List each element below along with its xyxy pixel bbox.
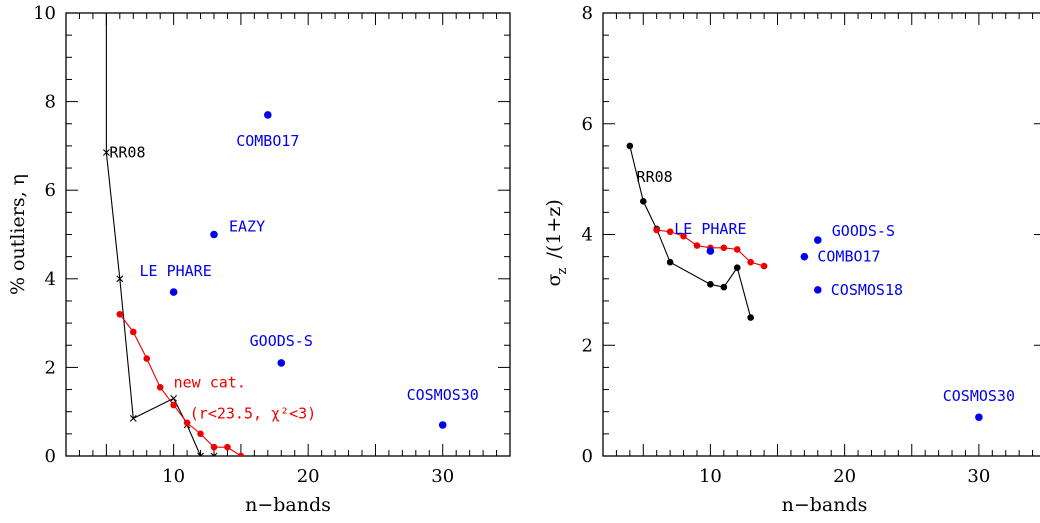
- outlier-fraction-panel: 10 20 30 0 2 4 6 8 10 COMBO17 EAZY LE PHARE GOODS-S…: [7, 3, 511, 516]
- survey-point: [975, 413, 983, 422]
- survey-label: GOODS-S: [832, 222, 895, 240]
- y-tick-label: 4: [582, 225, 593, 246]
- new-catalog-marker: [666, 228, 674, 236]
- rr08-dot-marker: [733, 264, 741, 272]
- x-tick-label: 10: [162, 466, 185, 487]
- left-y-axis-label: % outliers, η: [7, 174, 29, 295]
- y-tick-label: 10: [33, 3, 56, 24]
- rr08-annotation-left: RR08: [109, 144, 145, 162]
- left-x-axis-label: n−bands: [245, 494, 331, 516]
- rr08-cross-marker: [116, 275, 124, 283]
- y-tick-label: 0: [582, 446, 593, 467]
- y-tick-label: 8: [582, 3, 593, 24]
- new-catalog-marker: [760, 262, 768, 270]
- series-line: [105, 13, 214, 456]
- left-axis-ticks: [65, 12, 511, 457]
- right-axis-ticks: [602, 12, 1040, 457]
- survey-point: [706, 247, 715, 255]
- right-series-markers: [626, 142, 768, 321]
- new-catalog-marker: [183, 419, 191, 427]
- right-survey-points: LE PHARE GOODS-S COMBO17 COSMOS18 COSMOS30: [674, 220, 1015, 422]
- survey-label: COMBO17: [817, 248, 880, 266]
- x-tick-label: 20: [833, 466, 856, 487]
- left-survey-points: COMBO17 EAZY LE PHARE GOODS-S COSMOS30: [140, 111, 479, 429]
- y-tick-label: 2: [582, 335, 593, 356]
- rr08-dot-marker: [707, 281, 714, 288]
- new-catalog-marker: [210, 443, 218, 451]
- survey-label: LE PHARE: [140, 262, 212, 280]
- scatter-panel: 10 20 30 0 2 4 6 8 LE PHARE GOODS-S COMBO17 COSMOS…: [543, 3, 1040, 516]
- new-catalog-marker: [680, 232, 687, 240]
- new-catalog-marker: [197, 430, 204, 438]
- rr08-dot-marker: [639, 197, 647, 205]
- survey-point: [169, 288, 178, 296]
- y-tick-label: 6: [582, 114, 593, 135]
- y-tick-label: 2: [45, 357, 56, 378]
- series-line: [119, 313, 242, 456]
- x-tick-label: 20: [297, 466, 320, 487]
- survey-label: COSMOS30: [407, 386, 479, 404]
- y-tick-label: 6: [45, 180, 56, 201]
- y-tick-label: 8: [45, 92, 56, 113]
- new-catalog-marker: [653, 226, 660, 234]
- survey-point: [813, 236, 822, 244]
- new-catalog-marker: [720, 244, 728, 252]
- rr08-cross-marker: [170, 395, 178, 402]
- new-catalog-marker: [733, 246, 741, 253]
- rr08-dot-marker: [720, 283, 728, 291]
- survey-label: COSMOS18: [831, 281, 903, 299]
- x-tick-label: 10: [699, 466, 722, 487]
- rr08-cross-marker: [197, 452, 204, 456]
- new-catalog-marker: [237, 452, 245, 456]
- right-y-axis-label: σ z /(1+z): [543, 199, 570, 286]
- new-catalog-marker: [129, 328, 137, 336]
- selection-cut-annotation: (r<23.5, χ²<3): [190, 404, 316, 422]
- right-tick-labels: 10 20 30 0 2 4 6 8: [582, 3, 991, 487]
- rr08-dot-marker: [747, 314, 754, 321]
- new-catalog-marker: [747, 258, 754, 266]
- rr08-annotation-right: RR08: [637, 168, 673, 186]
- rr08-dot-marker: [666, 258, 674, 266]
- y-tick-label: 0: [45, 446, 56, 467]
- right-x-axis-label: n−bands: [782, 494, 868, 516]
- survey-point: [438, 421, 447, 429]
- new-catalog-marker: [693, 242, 701, 249]
- new-catalog-annotation: new cat.: [174, 373, 246, 391]
- left-tick-labels: 10 20 30 0 2 4 6 8 10: [33, 3, 454, 487]
- rr08-cross-marker: [210, 452, 218, 456]
- new-catalog-marker: [116, 310, 124, 318]
- survey-point: [210, 230, 218, 239]
- survey-point: [800, 252, 809, 261]
- sigma-normalisation: /(1+z): [543, 199, 565, 258]
- survey-label: LE PHARE: [674, 220, 746, 238]
- series-line: [629, 145, 752, 318]
- survey-label: GOODS-S: [250, 332, 313, 350]
- new-catalog-marker: [224, 443, 231, 451]
- rr08-cross-marker: [102, 149, 110, 156]
- new-catalog-marker: [143, 355, 151, 362]
- sigma-symbol: σ: [543, 274, 565, 287]
- x-tick-label: 30: [967, 466, 990, 487]
- rr08-dot-marker: [626, 142, 634, 150]
- survey-point: [813, 286, 822, 294]
- rr08-cross-marker: [129, 414, 137, 422]
- survey-label: COSMOS30: [943, 387, 1015, 405]
- survey-label: EAZY: [229, 218, 265, 236]
- left-series-lines: [105, 13, 242, 456]
- left-series-markers: [102, 149, 245, 456]
- survey-point: [264, 111, 272, 119]
- sigma-subscript: z: [555, 268, 570, 275]
- new-catalog-marker: [156, 384, 164, 391]
- new-catalog-marker: [170, 401, 177, 409]
- y-tick-label: 4: [45, 269, 56, 290]
- x-tick-label: 30: [431, 466, 454, 487]
- survey-point: [277, 359, 286, 367]
- survey-label: COMBO17: [236, 132, 299, 150]
